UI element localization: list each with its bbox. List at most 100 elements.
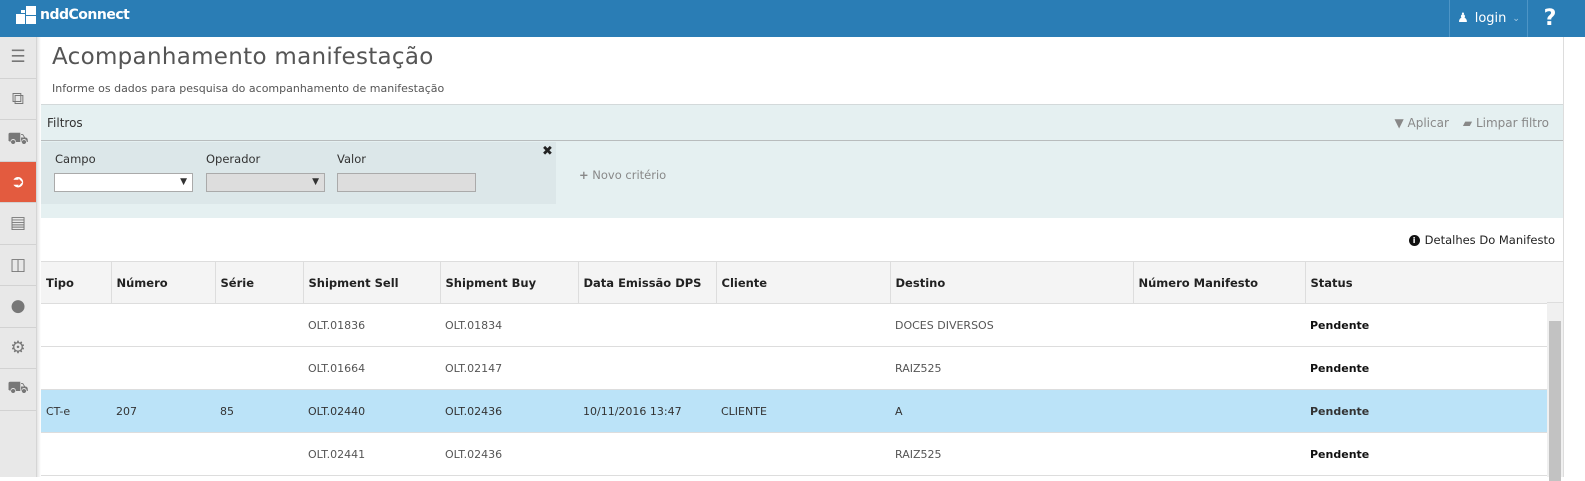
table-cell: OLT.01834 (440, 303, 578, 347)
table-cell: OLT.02441 (303, 432, 440, 476)
table-cell (111, 346, 215, 390)
sidebar-shadow (37, 37, 41, 477)
login-label: login (1474, 11, 1507, 26)
table-cell (111, 303, 215, 347)
eraser-icon: ▰ (1462, 116, 1473, 130)
header-corner (1547, 261, 1563, 303)
table-cell (716, 346, 890, 390)
campo-select[interactable]: ▼ (54, 173, 193, 192)
column-header[interactable]: Cliente (715, 261, 890, 304)
logo[interactable]: nddConnect (16, 6, 130, 24)
top-bar: nddConnect ♟ login ⌄ ? (0, 0, 1585, 37)
table-row[interactable]: CT-e 207 85 OLT.02440 OLT.02436 10/11/2016 13… (41, 389, 1547, 433)
filters-title: Filtros (47, 115, 83, 130)
table-cell (716, 432, 890, 476)
table-cell: OLT.02436 (440, 432, 578, 476)
logo-icon (16, 6, 36, 24)
table-cell (1133, 303, 1305, 347)
new-criterion-button[interactable]: + Novo critério (579, 168, 666, 182)
table-cell (41, 303, 111, 347)
table-cell: OLT.02147 (440, 346, 578, 390)
new-criterion-label: Novo critério (592, 168, 667, 182)
column-header[interactable]: Shipment Buy (439, 261, 578, 304)
column-header[interactable]: Série (214, 261, 303, 304)
table-cell: OLT.01664 (303, 346, 440, 390)
menu-icon[interactable]: ☰ (0, 37, 36, 79)
table-cell: OLT.01836 (303, 303, 440, 347)
table-cell (215, 303, 303, 347)
login-menu[interactable]: ♟ login ⌄ (1449, 0, 1528, 37)
table-cell (215, 432, 303, 476)
table-cell: A (890, 389, 1133, 433)
table-cell (1133, 346, 1305, 390)
column-header[interactable]: Destino (889, 261, 1133, 304)
export-icon[interactable]: ➲ (0, 161, 36, 203)
table-cell: 10/11/2016 13:47 (578, 389, 716, 433)
table-cell (716, 303, 890, 347)
table-row[interactable]: OLT.01836 OLT.01834 DOCES DIVERSOS Pendente (41, 303, 1547, 347)
valor-label: Valor (337, 152, 366, 166)
table-cell: RAIZ525 (890, 346, 1133, 390)
table-cell (41, 346, 111, 390)
app-name: nddConnect (40, 7, 130, 23)
table-cell (41, 432, 111, 476)
truck-icon[interactable]: ⛟ (0, 120, 36, 162)
criterion-row: Campo Operador Valor ▼ ▼ ✖ (41, 142, 556, 204)
money-icon[interactable]: ◫ (0, 245, 36, 286)
chevron-down-icon: ⌄ (1512, 13, 1520, 24)
campo-label: Campo (55, 152, 96, 166)
column-header[interactable]: Tipo (41, 261, 111, 304)
operador-label: Operador (206, 152, 261, 166)
close-icon[interactable]: ✖ (542, 144, 553, 159)
table-cell: OLT.02440 (303, 389, 440, 433)
file-text-icon[interactable]: ▤ (0, 203, 36, 245)
users-icon[interactable]: ● (0, 286, 36, 328)
column-header[interactable]: Status (1304, 261, 1547, 304)
filters-panel: Filtros ▼ Aplicar ▰ Limpar filtro Campo … (41, 104, 1563, 218)
table-cell: CLIENTE (716, 389, 890, 433)
column-header[interactable]: Shipment Sell (302, 261, 440, 304)
table-cell (578, 432, 716, 476)
column-header[interactable]: Data Emissão DPS (577, 261, 716, 304)
table-cell: Pendente (1305, 303, 1547, 347)
user-icon: ♟ (1457, 11, 1469, 26)
apply-button[interactable]: ▼ Aplicar (1394, 116, 1448, 130)
documents-icon[interactable]: ⧉ (0, 79, 36, 120)
manifest-table: Tipo Número Série Shipment Sell Shipment Buy… (41, 261, 1547, 476)
table-cell (578, 346, 716, 390)
column-header[interactable]: Número Manifesto (1132, 261, 1305, 304)
table-cell (578, 303, 716, 347)
filter-icon: ▼ (1394, 116, 1404, 130)
valor-input[interactable] (337, 173, 476, 192)
plus-icon: + (579, 168, 589, 182)
clear-filter-button[interactable]: ▰ Limpar filtro (1463, 116, 1549, 130)
apply-label: Aplicar (1407, 116, 1449, 130)
table-cell: OLT.02436 (440, 389, 578, 433)
truck-icon[interactable]: ⛟ (0, 369, 36, 411)
table-cell: 85 (215, 389, 303, 433)
right-edge (1563, 37, 1585, 477)
table-cell: CT-e (41, 389, 111, 433)
column-header[interactable]: Número (110, 261, 215, 304)
table-cell: 207 (111, 389, 215, 433)
table-cell (1133, 432, 1305, 476)
details-link[interactable]: i Detalhes Do Manifesto (1408, 233, 1555, 247)
table-cell: Pendente (1305, 432, 1547, 476)
sidebar: ☰ ⧉ ⛟ ➲ ▤ ◫ ● ⚙ ⛟ (0, 37, 37, 477)
clear-label: Limpar filtro (1475, 116, 1549, 130)
info-icon: i (1408, 234, 1420, 246)
table-cell (111, 432, 215, 476)
help-button[interactable]: ? (1543, 6, 1557, 31)
table-cell: Pendente (1305, 346, 1547, 390)
table-row[interactable]: OLT.01664 OLT.02147 RAIZ525 Pendente (41, 346, 1547, 390)
table-cell: Pendente (1305, 389, 1547, 433)
scrollbar-thumb[interactable] (1549, 321, 1561, 481)
page-title: Acompanhamento manifestação (52, 44, 434, 70)
operador-select[interactable]: ▼ (206, 173, 325, 192)
table-cell: DOCES DIVERSOS (890, 303, 1133, 347)
table-row[interactable]: OLT.02441 OLT.02436 RAIZ525 Pendente (41, 432, 1547, 476)
table-cell (1133, 389, 1305, 433)
gears-icon[interactable]: ⚙ (0, 328, 36, 369)
scrollbar[interactable] (1547, 303, 1563, 481)
page-subtitle: Informe os dados para pesquisa do acompa… (52, 82, 445, 95)
